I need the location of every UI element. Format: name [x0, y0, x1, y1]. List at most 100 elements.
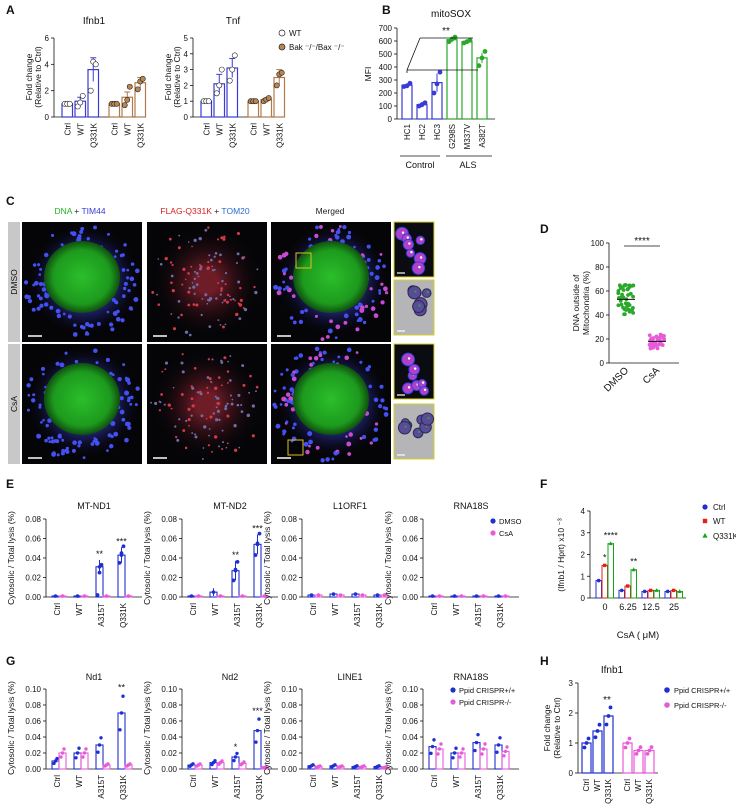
panel-c-mito-dot — [115, 316, 121, 322]
panel-b-category-label: G298S — [448, 124, 457, 149]
panel-e-significance: *** — [116, 536, 127, 546]
panel-c-mito-dot — [338, 225, 342, 228]
panel-c-tom-dot — [168, 237, 172, 241]
panel-a-tnf: Tnf 0 1 2 3 4 5 Fold change (Relative to Ctrl) Ct… — [163, 16, 286, 148]
panel-e-point — [360, 593, 365, 597]
panel-h-tick-label: 1 — [569, 739, 574, 748]
panel-c-mito-dot — [121, 268, 126, 272]
panel-a-ifnb1-point — [79, 93, 86, 99]
panel-c-tom-dot — [207, 226, 210, 229]
panel-b-ylabel: MFI — [363, 67, 373, 82]
panel-c-mito-dot — [72, 332, 78, 337]
panel-c-tom-dot — [201, 297, 204, 300]
panel-c-mito-dot — [293, 356, 297, 360]
panel-c-mito-dot — [124, 390, 130, 396]
panel-a-ifnb1-ylabel-2: (Relative to Ctrl) — [33, 46, 43, 108]
panel-d-point — [618, 298, 623, 303]
panel-c-mito-dot — [308, 439, 313, 445]
panel-e-tick-label: 0.08 — [25, 515, 41, 524]
panel-d-tick-label: 60 — [595, 287, 604, 296]
panel-b-group-als: ALS — [459, 160, 476, 170]
panel-e-tick-label: 0.04 — [402, 554, 418, 563]
panel-c-mito-red — [152, 349, 262, 459]
panel-c-tom-dot — [236, 252, 240, 256]
panel-f-point — [603, 563, 607, 568]
panel-f-significance: **** — [604, 531, 619, 541]
panel-d-category-label: CsA — [641, 365, 662, 386]
panel-c-mito-dot — [42, 418, 45, 422]
panel-a-ifnb1-ylabel: Fold change — [24, 53, 34, 100]
panel-e-point — [233, 567, 238, 572]
panel-h-point — [582, 745, 587, 750]
panel-c-mito-dot — [320, 337, 325, 341]
panel-c-mito-dot — [31, 307, 36, 312]
panel-c-tom-dot — [223, 235, 226, 238]
panel-e-ylabel: Cytosolic / Total lysis (%) — [142, 511, 152, 605]
panel-e-category-label: Q331K — [119, 602, 128, 628]
panel-e-point — [121, 544, 126, 549]
panel-c-tom-dot — [185, 419, 188, 422]
panel-e-category-label: WT — [452, 603, 461, 616]
panel-c-tom-dot — [228, 295, 231, 298]
panel-c-zoom-spot — [421, 381, 425, 384]
panel-g-bar-wt — [494, 744, 503, 770]
panel-b-tick-label: 200 — [379, 89, 393, 98]
panel-d-point — [657, 342, 662, 347]
panel-c-mito-dot — [50, 436, 54, 440]
panel-d-point — [654, 341, 658, 346]
panel-g-point — [198, 762, 202, 766]
panel-g-bar-wt — [95, 744, 104, 770]
panel-a-tnf-category-label: Ctrl — [202, 123, 211, 136]
panel-g-category-label: Ctrl — [309, 775, 318, 788]
panel-g-point — [99, 736, 103, 740]
panel-c-tom-dot — [223, 356, 227, 360]
panel-c-mito-dot — [379, 252, 383, 256]
panel-c-mito-dot — [362, 320, 367, 325]
panel-c-mito-dot — [26, 383, 31, 388]
panel-g-point — [439, 742, 443, 746]
panel-c-mito-dot — [337, 228, 341, 231]
panel-a-ifnb1-point — [66, 100, 73, 107]
panel-c-mito-dot — [135, 386, 140, 391]
panel-g-title: LINE1 — [337, 672, 362, 682]
panel-c-mito-dot — [380, 398, 385, 403]
panel-c-mito-dot — [130, 277, 134, 281]
panel-a-tnf-tick-label: 2 — [184, 81, 189, 90]
panel-c-tom-dot — [178, 418, 181, 421]
panel-c-tom-dot — [248, 391, 251, 394]
panel-c-header-part: + — [212, 206, 222, 216]
panel-f-bar — [607, 543, 614, 599]
panel-c-tom-dot — [254, 290, 258, 295]
panel-e-point — [126, 594, 131, 598]
panel-c-mito-dot — [56, 313, 62, 319]
panel-c-tom-dot — [171, 289, 175, 293]
panel-c-zoom-spot — [406, 236, 409, 239]
panel-c-microscopy: DNA + TIM44 FLAG-Q331K + TOM20 Merged DMSO C… — [8, 206, 435, 464]
panel-c-mito-dot — [279, 403, 283, 406]
panel-c-tom-dot — [184, 330, 189, 334]
panel-c-mito-dot — [134, 403, 138, 407]
panel-c-mito-dot — [77, 444, 81, 448]
panel-c-tom-dot — [238, 317, 242, 321]
panel-c-tom-dot — [207, 260, 210, 264]
panel-c-tom-dot — [191, 386, 195, 390]
panel-g-point — [82, 751, 87, 755]
panel-letter-B: B — [382, 3, 391, 17]
panel-a-ifnb1-tick-label: 2 — [45, 87, 50, 96]
panel-g-bar-ko — [479, 748, 488, 770]
panel-g-point — [432, 738, 436, 742]
panel-c-mito-dot — [289, 275, 294, 280]
panel-d-point — [616, 303, 621, 308]
panel-g-bar-wt — [450, 752, 459, 770]
panel-a-tnf-title: Tnf — [226, 16, 241, 27]
panel-c-mito-dot — [134, 268, 140, 274]
panel-c-tom-dot — [224, 404, 228, 408]
panel-c-tom-dot — [204, 293, 208, 297]
panel-c-tom-dot — [221, 279, 224, 283]
panel-c-mito-dot — [126, 421, 131, 427]
panel-a-ifnb1-tick-label: 4 — [45, 60, 50, 69]
panel-c-tom-dot — [239, 298, 243, 302]
panel-g-bar-wt — [253, 730, 262, 770]
panel-c-tom-dot — [180, 361, 184, 365]
panel-c-mito-dot — [346, 347, 352, 353]
